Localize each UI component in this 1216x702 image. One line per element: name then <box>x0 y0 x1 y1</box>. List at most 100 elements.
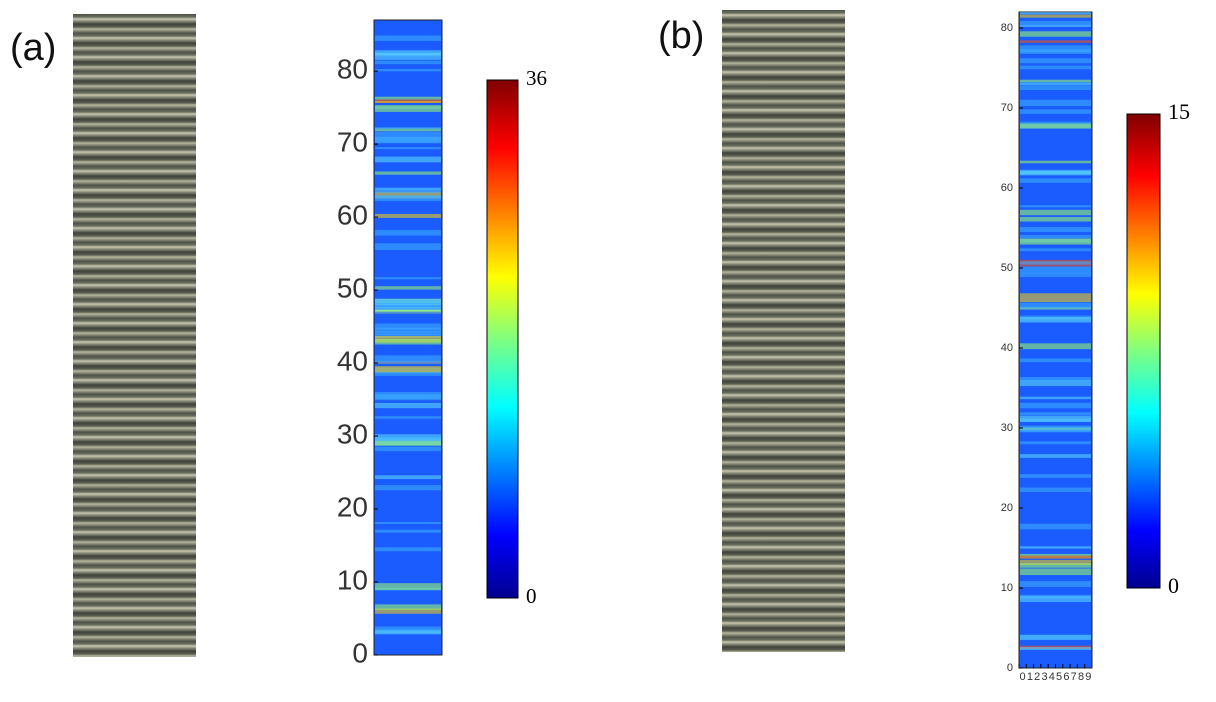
heatmap-streak <box>375 156 441 163</box>
colorbar-tick-label: 0 <box>1168 573 1179 598</box>
y-tick-label: 30 <box>1001 422 1013 434</box>
heatmap-streak <box>1020 109 1091 114</box>
heatmap-streak <box>1020 402 1091 409</box>
x-tick-label: 4 <box>1049 671 1055 683</box>
heatmap-streak <box>375 127 441 130</box>
y-tick-label: 20 <box>1001 502 1013 514</box>
y-tick-label: 80 <box>1001 22 1013 34</box>
heatmap-streak <box>375 434 441 441</box>
heatmap-streak <box>375 277 441 280</box>
heatmap-streak <box>1020 546 1091 549</box>
heatmap-streak <box>375 52 441 60</box>
heatmap-streak <box>1020 40 1091 43</box>
heatmap-streak <box>375 485 441 491</box>
heatmap-streak <box>1020 123 1091 129</box>
heatmap-streak <box>1020 266 1091 274</box>
heatmap-streak <box>1020 49 1091 54</box>
heatmap-streak <box>1020 58 1091 64</box>
y-tick-label: 40 <box>337 345 368 376</box>
heatmap-streak <box>375 391 441 399</box>
heatmap-streak <box>1020 412 1091 415</box>
heatmap-streak <box>1020 79 1091 83</box>
x-tick-label: 7 <box>1071 671 1077 683</box>
heatmap-streak <box>375 105 441 112</box>
heatmap-streak <box>375 547 441 552</box>
x-tick-label: 3 <box>1041 671 1047 683</box>
heatmap-streak <box>1020 523 1091 530</box>
heatmap-streak <box>375 323 441 330</box>
y-tick-label: 70 <box>337 126 368 157</box>
x-tick-label: 9 <box>1085 671 1091 683</box>
heatmap-streak <box>1020 358 1091 363</box>
heatmap-streak <box>1020 568 1091 576</box>
y-tick-label: 80 <box>337 53 368 84</box>
heatmap-streak <box>375 630 441 635</box>
colorbar <box>1126 113 1161 589</box>
y-tick-label: 70 <box>1001 102 1013 114</box>
heatmap-streak <box>375 299 441 305</box>
heatmap-streak <box>1020 85 1091 90</box>
heatmap-streak <box>1020 45 1091 53</box>
heatmap-streak <box>375 333 441 339</box>
heatmap-streak <box>375 229 441 236</box>
heatmap-streak <box>375 195 441 202</box>
y-tick-label: 10 <box>1001 582 1013 594</box>
heatmap-streak <box>1020 160 1091 164</box>
heatmap-streak <box>375 402 441 409</box>
heatmap-streak <box>375 128 441 132</box>
panel-label: (b) <box>658 15 704 57</box>
heatmap-streak <box>375 372 441 376</box>
heatmap-streak <box>375 187 441 191</box>
heatmap-streak <box>375 309 441 313</box>
heatmap-streak <box>1020 178 1091 183</box>
y-tick-label: 50 <box>1001 262 1013 274</box>
heatmap-streak <box>375 100 441 103</box>
heatmap-streak <box>1020 227 1091 233</box>
heatmap-streak <box>375 355 441 362</box>
heatmap-streak <box>375 243 441 250</box>
heatmap-streak <box>375 529 441 533</box>
heatmap-streak <box>1020 487 1091 493</box>
heatmap-streak <box>1020 216 1091 222</box>
heatmap-streak <box>1020 559 1091 565</box>
y-tick-label: 10 <box>337 564 368 595</box>
y-tick-label: 0 <box>1007 662 1013 674</box>
heatmap-streak <box>1020 441 1091 445</box>
heatmap-streak <box>1020 209 1091 216</box>
heatmap-streak <box>1020 319 1091 323</box>
heatmap-streak <box>1020 415 1091 422</box>
x-tick-label: 6 <box>1063 671 1069 683</box>
heatmap-streak <box>1020 65 1091 70</box>
heatmap-streak <box>1020 426 1091 432</box>
heatmap-streak <box>1020 272 1091 278</box>
heatmap-streak <box>375 440 441 446</box>
photo-a <box>73 14 196 657</box>
colorbar-tick-label: 15 <box>1168 99 1190 124</box>
heatmap-streak <box>1020 396 1091 400</box>
heatmap-streak <box>1020 20 1091 25</box>
heatmap-streak <box>375 171 441 175</box>
x-tick-label: 2 <box>1034 671 1040 683</box>
y-tick-label: 20 <box>337 491 368 522</box>
heatmap-streak <box>1020 248 1091 252</box>
heatmap-streak <box>375 68 441 72</box>
heatmap-streak <box>375 311 441 316</box>
heatmap-streak <box>375 331 441 335</box>
x-tick-label: 5 <box>1056 671 1062 683</box>
y-tick-label: 60 <box>337 199 368 230</box>
heatmap-streak <box>1020 261 1091 265</box>
heatmap-streak <box>375 626 441 632</box>
heatmap-streak <box>375 147 441 150</box>
heatmap-streak <box>375 360 441 365</box>
x-tick-label: 1 <box>1027 671 1033 683</box>
heatmap-streak <box>1020 99 1091 107</box>
heatmap-streak <box>1020 31 1091 37</box>
heatmap-streak <box>375 136 441 143</box>
heatmap-streak <box>375 522 441 525</box>
heatmap-streak <box>375 191 441 199</box>
heatmap-streak <box>1020 343 1091 350</box>
heatmap-streak <box>375 438 441 442</box>
heatmap-streak <box>1020 238 1091 245</box>
